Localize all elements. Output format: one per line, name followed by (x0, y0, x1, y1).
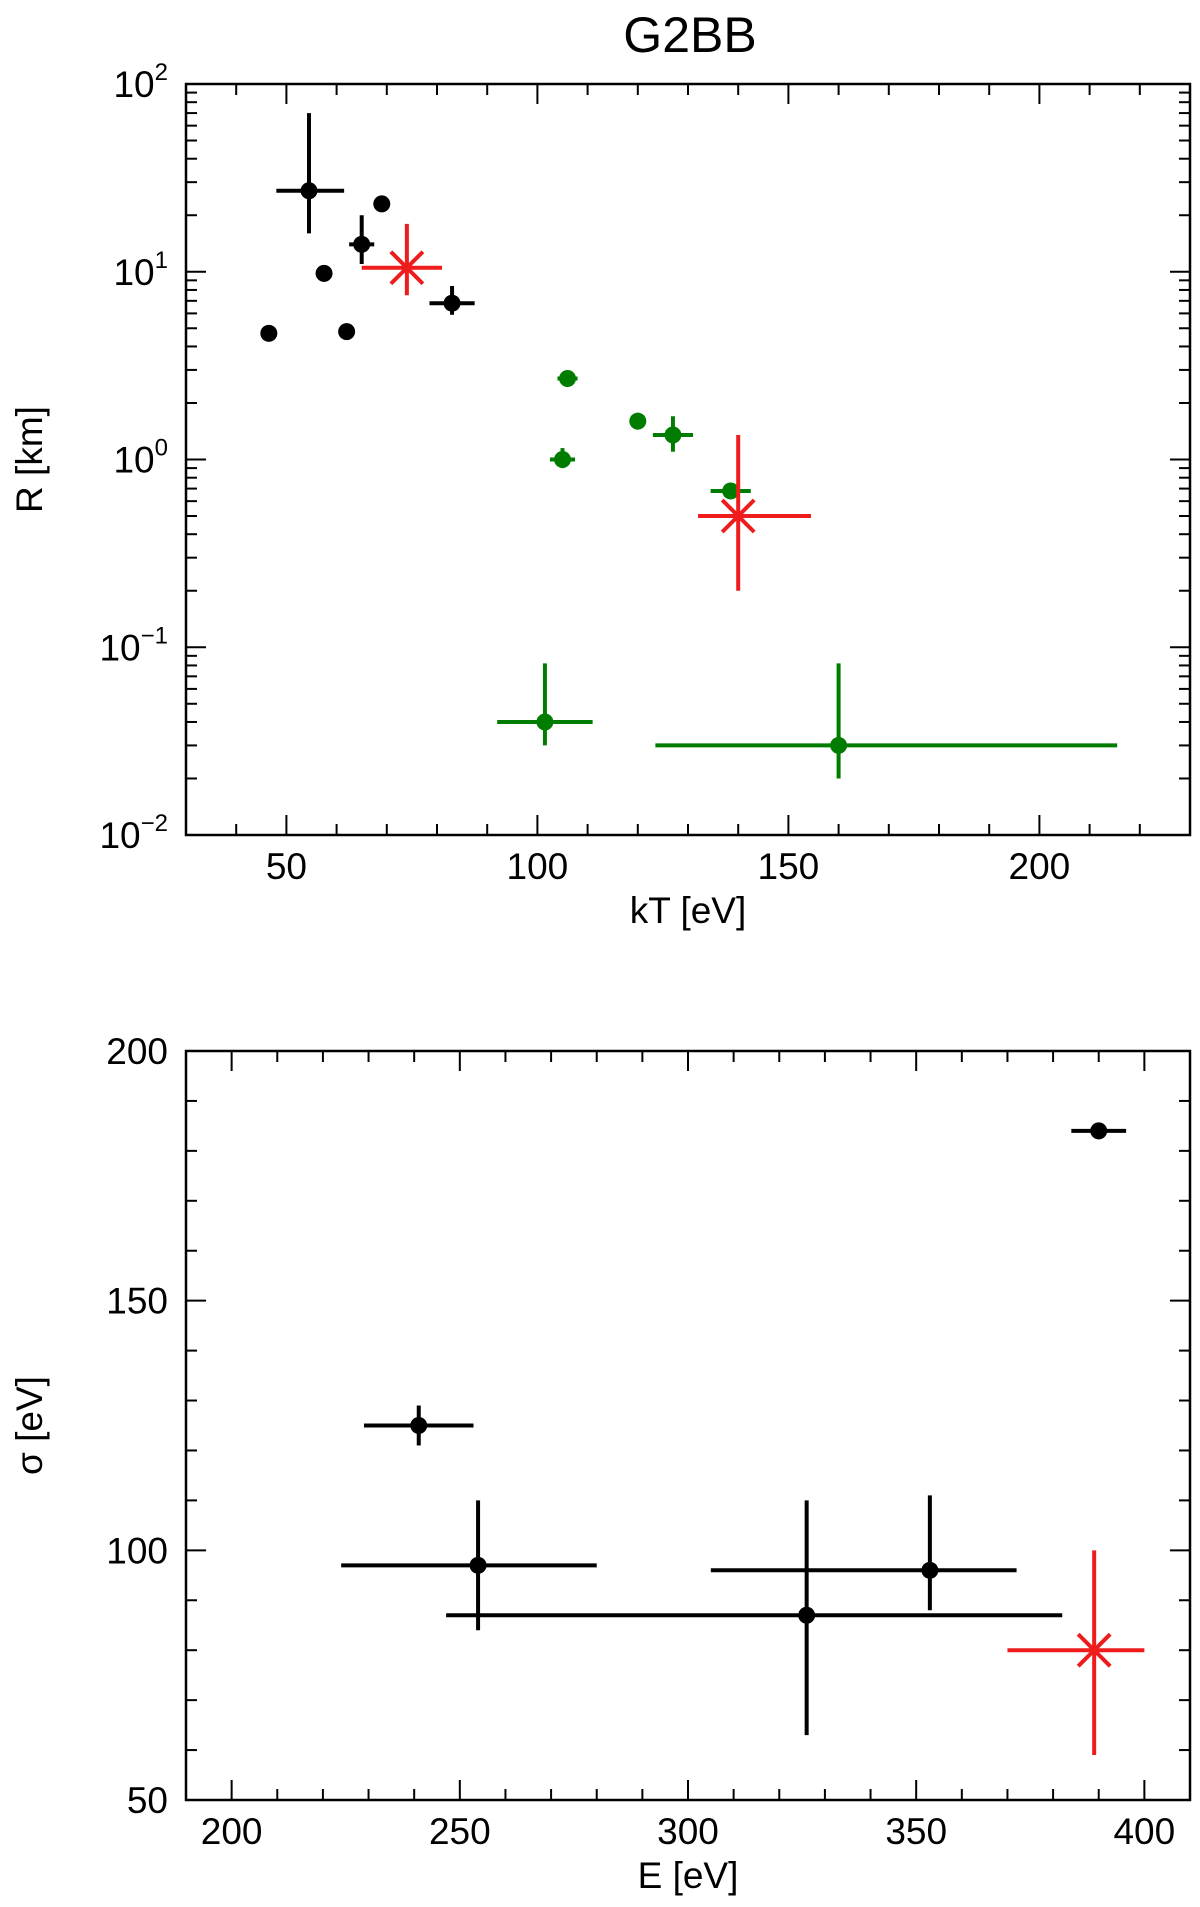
data-point (446, 1500, 1063, 1736)
bottom-chart-sigma-vs-e: 200 250 300 350 400 50 100 150 200 E [eV] σ [eV] (9, 1031, 1192, 1896)
point-marker (410, 1417, 428, 1434)
y-tick-label: 200 (106, 1031, 168, 1072)
data-point (429, 285, 475, 315)
x-tick-label: 150 (758, 846, 820, 887)
point-marker (830, 736, 848, 754)
data-point (276, 113, 345, 234)
data-point (652, 416, 694, 452)
figure-title: G2BB (623, 7, 756, 63)
x-axis-label: kT [eV] (630, 890, 747, 931)
data-point (1071, 1122, 1127, 1140)
point-marker (921, 1561, 939, 1579)
plot-frame (184, 82, 1192, 837)
data-point (341, 1500, 597, 1631)
point-marker (722, 482, 740, 500)
data-point (710, 482, 751, 500)
y-tick-label: 10−1 (99, 622, 168, 668)
data-point (361, 223, 443, 296)
point-marker (373, 195, 391, 213)
point-marker (300, 182, 318, 200)
x-tick-label: 50 (266, 846, 307, 887)
y-tick-label: 10−2 (99, 810, 168, 856)
data-point (1007, 1550, 1145, 1756)
x-axis-label: E [eV] (638, 1855, 739, 1896)
data-point (373, 195, 391, 213)
point-marker (315, 264, 333, 282)
data-point (497, 663, 593, 746)
y-tick-label: 102 (113, 59, 168, 105)
x-tick-label: 350 (885, 1811, 947, 1852)
x-tick-label: 300 (657, 1811, 719, 1852)
point-marker (353, 235, 371, 253)
x-tick-label: 200 (201, 1811, 263, 1852)
y-axis-label: R [km] (9, 406, 50, 513)
plot-frame (184, 1049, 1192, 1802)
data-point (710, 1495, 1017, 1611)
data-point (260, 324, 278, 342)
point-marker (536, 713, 554, 731)
data-point (629, 412, 647, 430)
x-tick-label: 200 (1009, 846, 1071, 887)
point-marker (469, 1556, 487, 1574)
point-marker (1090, 1122, 1108, 1140)
x-tick-label: 250 (429, 1811, 491, 1852)
y-tick-label: 101 (113, 247, 168, 293)
data-point (557, 370, 578, 388)
data-point (338, 323, 356, 341)
y-tick-label: 100 (113, 435, 168, 481)
data-point (315, 264, 333, 282)
y-axis-label: σ [eV] (9, 1376, 50, 1475)
point-marker (559, 370, 577, 388)
top-chart-r-vs-kt: 50 100 150 200 10−2 10−1 100 101 102 kT [eV] R [km… (9, 59, 1192, 931)
point-marker (554, 451, 571, 468)
data-point (655, 663, 1118, 779)
x-tick-label: 400 (1113, 1811, 1175, 1852)
x-tick-label: 100 (507, 846, 569, 887)
x-marker-stroke (720, 498, 756, 534)
point-marker (798, 1606, 816, 1624)
point-marker (629, 412, 647, 430)
point-marker (260, 324, 278, 342)
y-tick-label: 100 (106, 1530, 168, 1571)
point-marker (338, 323, 356, 341)
data-point (698, 435, 811, 591)
data-point (363, 1405, 474, 1446)
y-tick-label: 50 (127, 1780, 168, 1821)
data-point (549, 448, 576, 469)
x-marker-stroke (1076, 1632, 1112, 1668)
point-marker (443, 294, 461, 312)
y-tick-label: 150 (106, 1281, 168, 1322)
data-point (349, 215, 375, 264)
x-marker-stroke (389, 250, 425, 286)
point-marker (664, 426, 682, 444)
